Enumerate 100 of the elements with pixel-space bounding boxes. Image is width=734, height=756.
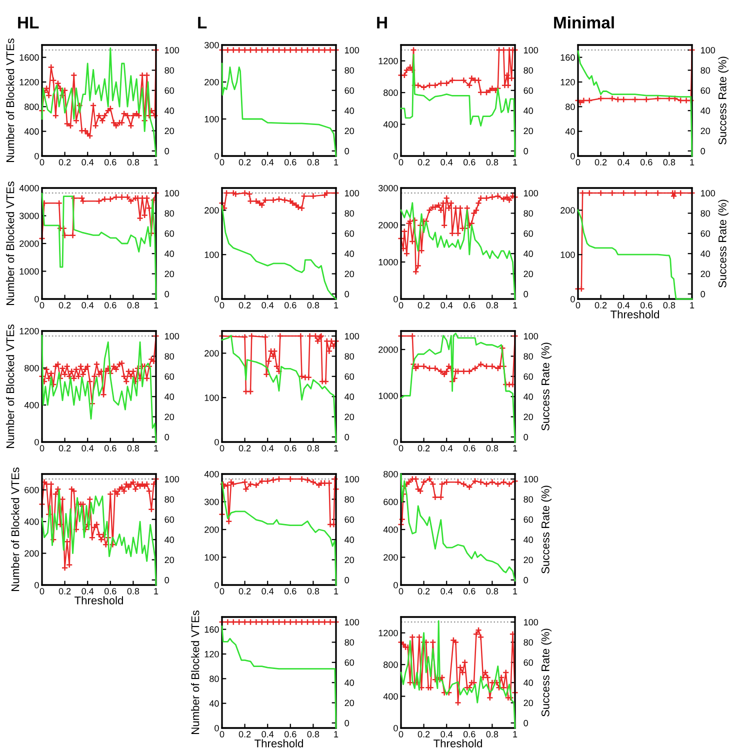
y2-tick-label: 80 bbox=[700, 210, 710, 217]
y2-tick-label: 100 bbox=[165, 333, 180, 340]
y-tick-label: 0 bbox=[394, 724, 398, 732]
x-tick-label: 0.8 bbox=[127, 159, 140, 166]
y2-tick-label: 60 bbox=[344, 373, 354, 380]
chart-title: HL bbox=[18, 16, 39, 28]
x-tick-label: 1 bbox=[690, 159, 694, 166]
y-tick-label: 800 bbox=[24, 364, 39, 372]
y-tick-label: 0 bbox=[214, 152, 219, 160]
y2-tick-label: 100 bbox=[345, 476, 360, 482]
y-tick-label: 100 bbox=[204, 252, 219, 258]
y2-tick-label: 40 bbox=[524, 536, 534, 543]
y2-tick-label: 80 bbox=[700, 67, 710, 74]
x-tick-label: 1 bbox=[334, 445, 338, 452]
y2-tick-label: 0 bbox=[700, 290, 705, 298]
y-tick-label: 2000 bbox=[378, 346, 398, 353]
x-tick-label: 0.4 bbox=[440, 302, 453, 308]
x-tick-label: 1 bbox=[513, 588, 518, 594]
y2-tick-label: 100 bbox=[345, 333, 360, 340]
y2-tick-label: 60 bbox=[164, 230, 174, 237]
y2-tick-label: 80 bbox=[164, 353, 174, 360]
x-tick-label: 0.2 bbox=[418, 445, 430, 452]
x-axis-title: Threshold bbox=[434, 739, 482, 748]
y2-tick-label: 0 bbox=[344, 720, 349, 726]
y-tick-label: 400 bbox=[383, 121, 398, 128]
x-tick-label: 0.6 bbox=[284, 731, 296, 738]
y2-tick-label: 80 bbox=[344, 353, 354, 360]
y2-tick-label: 20 bbox=[524, 414, 534, 420]
y2-tick-label: 80 bbox=[164, 67, 174, 74]
x-tick-label: 0.4 bbox=[262, 588, 274, 594]
y-tick-label: 600 bbox=[384, 498, 398, 506]
y2-tick-label: 60 bbox=[344, 87, 354, 94]
x-tick-label: 0.4 bbox=[440, 731, 453, 738]
y-tick-label: 1600 bbox=[20, 54, 39, 61]
y2-tick-label: 20 bbox=[700, 270, 710, 278]
y2-tick-label: 100 bbox=[524, 333, 538, 340]
x-tick-label: 0.2 bbox=[238, 445, 251, 452]
y-tick-label: 80 bbox=[210, 676, 219, 682]
y-tick-label: 0 bbox=[214, 296, 219, 302]
x-tick-label: 0.2 bbox=[58, 445, 71, 452]
x-tick-label: 0.2 bbox=[238, 731, 251, 738]
y2-tick-label: 60 bbox=[524, 230, 534, 237]
x-tick-label: 0.6 bbox=[463, 302, 476, 308]
y2-tick-label: 80 bbox=[344, 496, 354, 503]
y2-tick-label: 0 bbox=[524, 434, 528, 440]
x-tick-label: 0.8 bbox=[307, 302, 320, 308]
y2-tick-label: 20 bbox=[344, 414, 354, 420]
x-tick-label: 0.8 bbox=[486, 445, 498, 452]
x-tick-label: 0 bbox=[40, 588, 44, 594]
x-axis-title: Threshold bbox=[254, 739, 303, 748]
y-tick-label: 4000 bbox=[19, 184, 39, 192]
y2-axis-title: Success Rate (%) bbox=[541, 486, 552, 574]
y2-tick-label: 60 bbox=[524, 659, 534, 666]
y-tick-label: 2000 bbox=[20, 240, 39, 247]
y2-axis-title: Success Rate (%) bbox=[718, 200, 729, 288]
x-tick-label: 0.6 bbox=[104, 445, 116, 452]
y2-tick-label: 60 bbox=[164, 373, 174, 380]
x-tick-label: 0.2 bbox=[418, 302, 430, 308]
x-tick-label: 0.6 bbox=[104, 159, 116, 166]
x-tick-label: 0.8 bbox=[663, 302, 676, 308]
y2-tick-label: 0 bbox=[524, 290, 528, 298]
x-tick-label: 0.6 bbox=[640, 302, 652, 308]
y2-tick-label: 20 bbox=[164, 270, 174, 278]
x-tick-label: 1 bbox=[513, 731, 518, 738]
y-tick-label: 1000 bbox=[378, 392, 398, 400]
y-tick-label: 100 bbox=[204, 394, 219, 401]
y2-tick-label: 0 bbox=[164, 290, 169, 298]
x-tick-label: 0.2 bbox=[58, 588, 71, 594]
y-tick-label: 400 bbox=[383, 526, 398, 533]
y2-tick-label: 0 bbox=[164, 434, 169, 440]
x-tick-label: 0.2 bbox=[238, 159, 251, 166]
x-tick-label: 0 bbox=[40, 302, 44, 308]
y-tick-label: 400 bbox=[24, 402, 39, 408]
y-tick-label: 1000 bbox=[20, 268, 39, 275]
y-tick-label: 300 bbox=[204, 42, 219, 48]
y-tick-label: 200 bbox=[560, 207, 575, 214]
x-tick-label: 1 bbox=[513, 302, 518, 308]
y2-tick-label: 0 bbox=[700, 148, 705, 154]
y-tick-label: 800 bbox=[24, 104, 39, 110]
y-tick-label: 0 bbox=[394, 582, 398, 588]
y2-tick-label: 80 bbox=[524, 639, 534, 646]
x-axis-title: Threshold bbox=[74, 596, 123, 604]
y-tick-label: 1200 bbox=[378, 630, 398, 636]
y-tick-label: 0 bbox=[570, 152, 575, 160]
x-tick-label: 0 bbox=[220, 731, 224, 738]
y2-tick-label: 20 bbox=[524, 700, 534, 706]
y2-tick-label: 40 bbox=[344, 394, 354, 400]
x-tick-label: 0.2 bbox=[594, 302, 607, 308]
x-tick-label: 1 bbox=[154, 302, 158, 308]
x-tick-label: 0.4 bbox=[262, 731, 274, 738]
y2-tick-label: 0 bbox=[524, 576, 528, 584]
y2-tick-label: 80 bbox=[164, 496, 174, 503]
y-tick-label: 200 bbox=[204, 526, 219, 533]
y-tick-label: 0 bbox=[34, 152, 39, 160]
y-tick-label: 100 bbox=[204, 116, 219, 122]
y2-tick-label: 0 bbox=[344, 434, 349, 440]
y2-tick-label: 40 bbox=[700, 108, 710, 114]
y2-tick-label: 0 bbox=[164, 148, 169, 154]
y2-tick-label: 100 bbox=[345, 190, 360, 196]
y2-tick-label: 0 bbox=[164, 576, 169, 584]
